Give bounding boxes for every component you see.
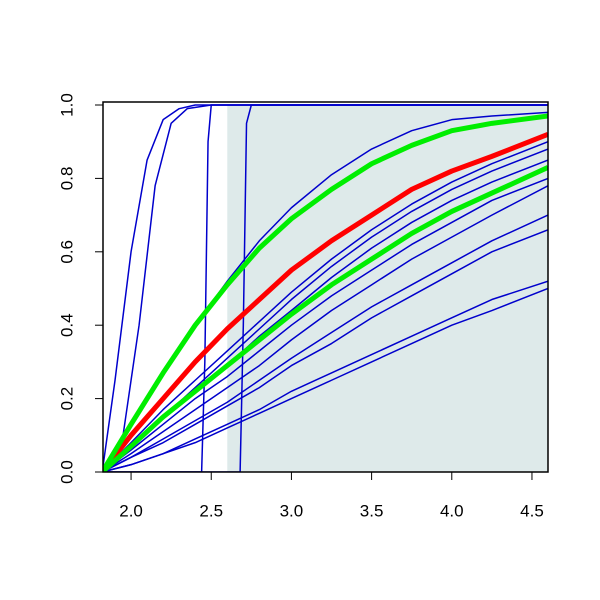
series-line xyxy=(103,104,548,472)
y-tick-label: 0.4 xyxy=(57,313,76,337)
series-line xyxy=(103,185,548,472)
series-line xyxy=(103,287,548,472)
x-tick-label: 4.5 xyxy=(520,501,544,520)
y-tick-label: 1.0 xyxy=(57,93,76,117)
x-tick-label: 2.5 xyxy=(199,501,223,520)
x-tick-label: 4.0 xyxy=(440,501,464,520)
y-tick-label: 0.0 xyxy=(57,460,76,484)
series-line xyxy=(103,104,548,472)
series-line xyxy=(103,229,548,472)
plot-frame xyxy=(102,101,549,473)
shaded-region xyxy=(227,105,548,472)
series-line xyxy=(103,214,548,472)
series-line xyxy=(103,104,548,472)
x-tick-label: 3.0 xyxy=(280,501,304,520)
y-tick-label: 0.8 xyxy=(57,167,76,191)
series-line xyxy=(103,113,548,472)
x-tick-label: 3.5 xyxy=(360,501,384,520)
series-line xyxy=(103,165,548,472)
x-tick-label: 2.0 xyxy=(119,501,143,520)
series-line xyxy=(103,177,548,472)
series-line xyxy=(103,132,548,472)
y-tick-label: 0.2 xyxy=(57,387,76,411)
series-line xyxy=(103,141,548,472)
y-tick-label: 0.6 xyxy=(57,240,76,264)
